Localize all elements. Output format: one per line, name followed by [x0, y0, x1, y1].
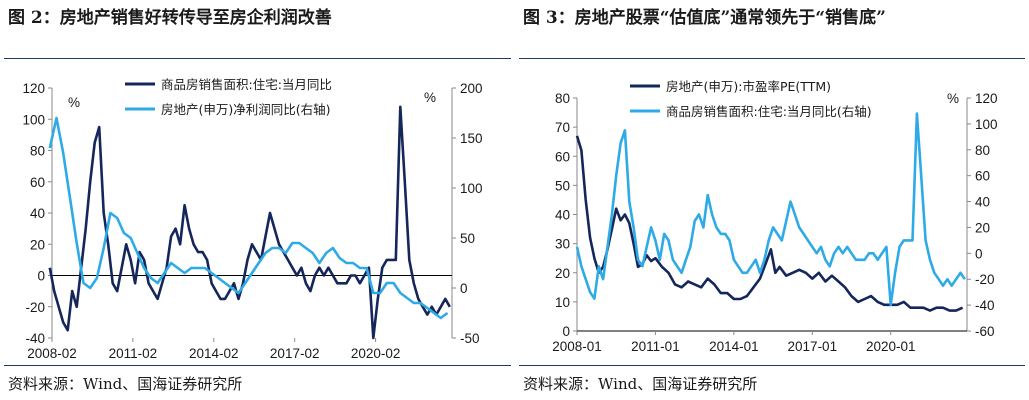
x-tick-label: 2017-01 [788, 339, 838, 354]
title-rule [519, 58, 1025, 59]
y-tick-label-left: 0 [37, 269, 45, 284]
line-chart: -40 -20 0 20 40 60 80 100 120 -50 0 50 100 150 200 2008… [22, 77, 483, 361]
line-chart: 0 10 20 30 40 50 60 70 80 -60 -40 -20 0 20 40 60 80 100 12… [552, 79, 998, 354]
y-tick-label-right: 100 [975, 117, 998, 132]
chart-panel-right: 图 3：房地产股票“估值底”通常领先于“销售底” 0 10 20 30 40 50 60 70… [515, 0, 1029, 400]
y-tick-label-right: 20 [975, 220, 990, 235]
y-tick-label-left: 20 [30, 237, 45, 252]
x-tick-label: 2020-02 [351, 346, 401, 361]
chart-panel-left: 图 2：房地产销售好转传导至房企利润改善 -40 -20 0 20 40 60 80 100 1… [4, 8, 511, 393]
series-line [575, 112, 966, 307]
y-tick-label-right: 100 [460, 181, 483, 196]
y-tick-label-right: 200 [460, 81, 483, 96]
right-unit-label: % [947, 91, 959, 106]
x-tick-label: 2017-02 [270, 346, 320, 361]
x-tick-label: 2014-02 [189, 346, 239, 361]
x-tick-label: 2020-01 [866, 339, 916, 354]
y-tick-label-left: 60 [30, 175, 45, 190]
y-tick-label-left: 100 [22, 112, 45, 127]
y-tick-label-left: 50 [555, 178, 570, 193]
title-rule [4, 58, 511, 59]
y-tick-label-left: 40 [30, 206, 45, 221]
y-tick-label-left: 70 [555, 120, 570, 135]
x-tick-label: 2008-02 [27, 346, 77, 361]
x-tick-label: 2011-01 [631, 339, 680, 354]
chart-title: 图 2：房地产销售好转传导至房企利润改善 [8, 8, 332, 28]
y-tick-label-right: 60 [975, 169, 990, 184]
y-tick-label-left: 80 [555, 91, 570, 106]
y-tick-label-left: 0 [562, 324, 570, 339]
y-tick-label-right: -50 [460, 331, 480, 346]
y-tick-label-left: 40 [555, 208, 570, 223]
y-tick-label-left: 120 [22, 81, 45, 96]
y-tick-label-left: -20 [25, 300, 45, 315]
y-tick-label-right: 150 [460, 131, 483, 146]
y-tick-label-left: -40 [25, 331, 45, 346]
y-tick-label-right: 50 [460, 231, 475, 246]
y-tick-label-right: 40 [975, 195, 990, 210]
legend-entry: 房地产(申万):市盈率PE(TTM) [666, 79, 831, 94]
y-tick-label-left: 20 [555, 266, 570, 281]
source-note: 资料来源：Wind、国海证券研究所 [523, 375, 758, 393]
series-line [575, 135, 964, 312]
legend-entry: 商品房销售面积:住宅:当月同比 [161, 77, 332, 92]
y-tick-label-right: -60 [975, 324, 995, 339]
source-rule [519, 365, 1025, 366]
y-tick-label-left: 10 [555, 295, 570, 310]
y-tick-label-right: -20 [975, 272, 995, 287]
series-line [48, 116, 449, 320]
y-tick-label-left: 30 [555, 237, 570, 252]
chart-title: 图 3：房地产股票“估值底”通常领先于“销售底” [523, 8, 886, 28]
y-tick-label-right: 0 [975, 246, 983, 261]
x-tick-label: 2008-01 [552, 339, 602, 354]
source-note: 资料来源：Wind、国海证券研究所 [8, 375, 243, 393]
series-line [48, 105, 451, 340]
y-tick-label-right: 80 [975, 143, 990, 158]
y-tick-label-left: 80 [30, 144, 45, 159]
x-tick-label: 2014-01 [709, 339, 759, 354]
y-tick-label-right: 120 [975, 91, 998, 106]
y-tick-label-left: 60 [555, 149, 570, 164]
legend-entry: 房地产(申万)净利润同比(右轴) [161, 102, 331, 117]
y-tick-label-right: -40 [975, 298, 995, 313]
left-unit-label: % [68, 95, 80, 110]
right-unit-label: % [424, 90, 436, 105]
x-tick-label: 2011-02 [109, 346, 158, 361]
legend-entry: 商品房销售面积:住宅:当月同比(右轴) [666, 104, 872, 119]
source-rule [4, 365, 511, 366]
y-tick-label-right: 0 [460, 281, 468, 296]
